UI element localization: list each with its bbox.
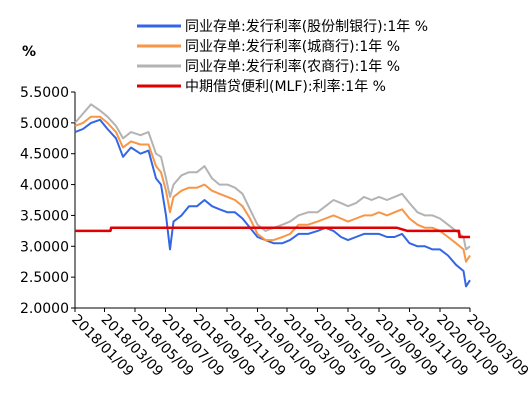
legend-label-1: 同业存单:发行利率(城商行):1年 % — [185, 38, 400, 55]
y-axis: 5.5000 5.0000 4.5000 4.0000 3.5000 3.0000 2.50… — [20, 85, 76, 317]
y-tick-label: 4.5000 — [20, 147, 69, 163]
y-tick-label: 3.5000 — [20, 208, 69, 224]
y-tick-label: 3.0000 — [20, 239, 69, 255]
y-tick-label: 4.0000 — [20, 178, 69, 194]
series-line-0 — [74, 118, 471, 288]
x-axis: 2018/01/092018/03/092018/05/092018/07/09… — [68, 307, 529, 380]
series-line-2 — [74, 103, 471, 251]
legend: 同业存单:发行利率(股份制银行):1年 % 同业存单:发行利率(城商行):1年 %… — [137, 18, 428, 95]
y-tick-label: 5.0000 — [20, 116, 69, 132]
series-layer — [74, 103, 471, 288]
legend-label-0: 同业存单:发行利率(股份制银行):1年 % — [185, 18, 428, 35]
legend-label-3: 中期借贷便利(MLF):利率:1年 % — [185, 78, 386, 95]
y-tick-label: 5.5000 — [20, 85, 69, 101]
legend-label-2: 同业存单:发行利率(农商行):1年 % — [185, 58, 400, 75]
series-line-1 — [74, 115, 471, 263]
y-axis-unit-label: % — [22, 44, 36, 60]
y-tick-label: 2.5000 — [20, 270, 69, 286]
y-tick-label: 2.0000 — [20, 301, 69, 317]
series-line-3 — [75, 226, 470, 239]
